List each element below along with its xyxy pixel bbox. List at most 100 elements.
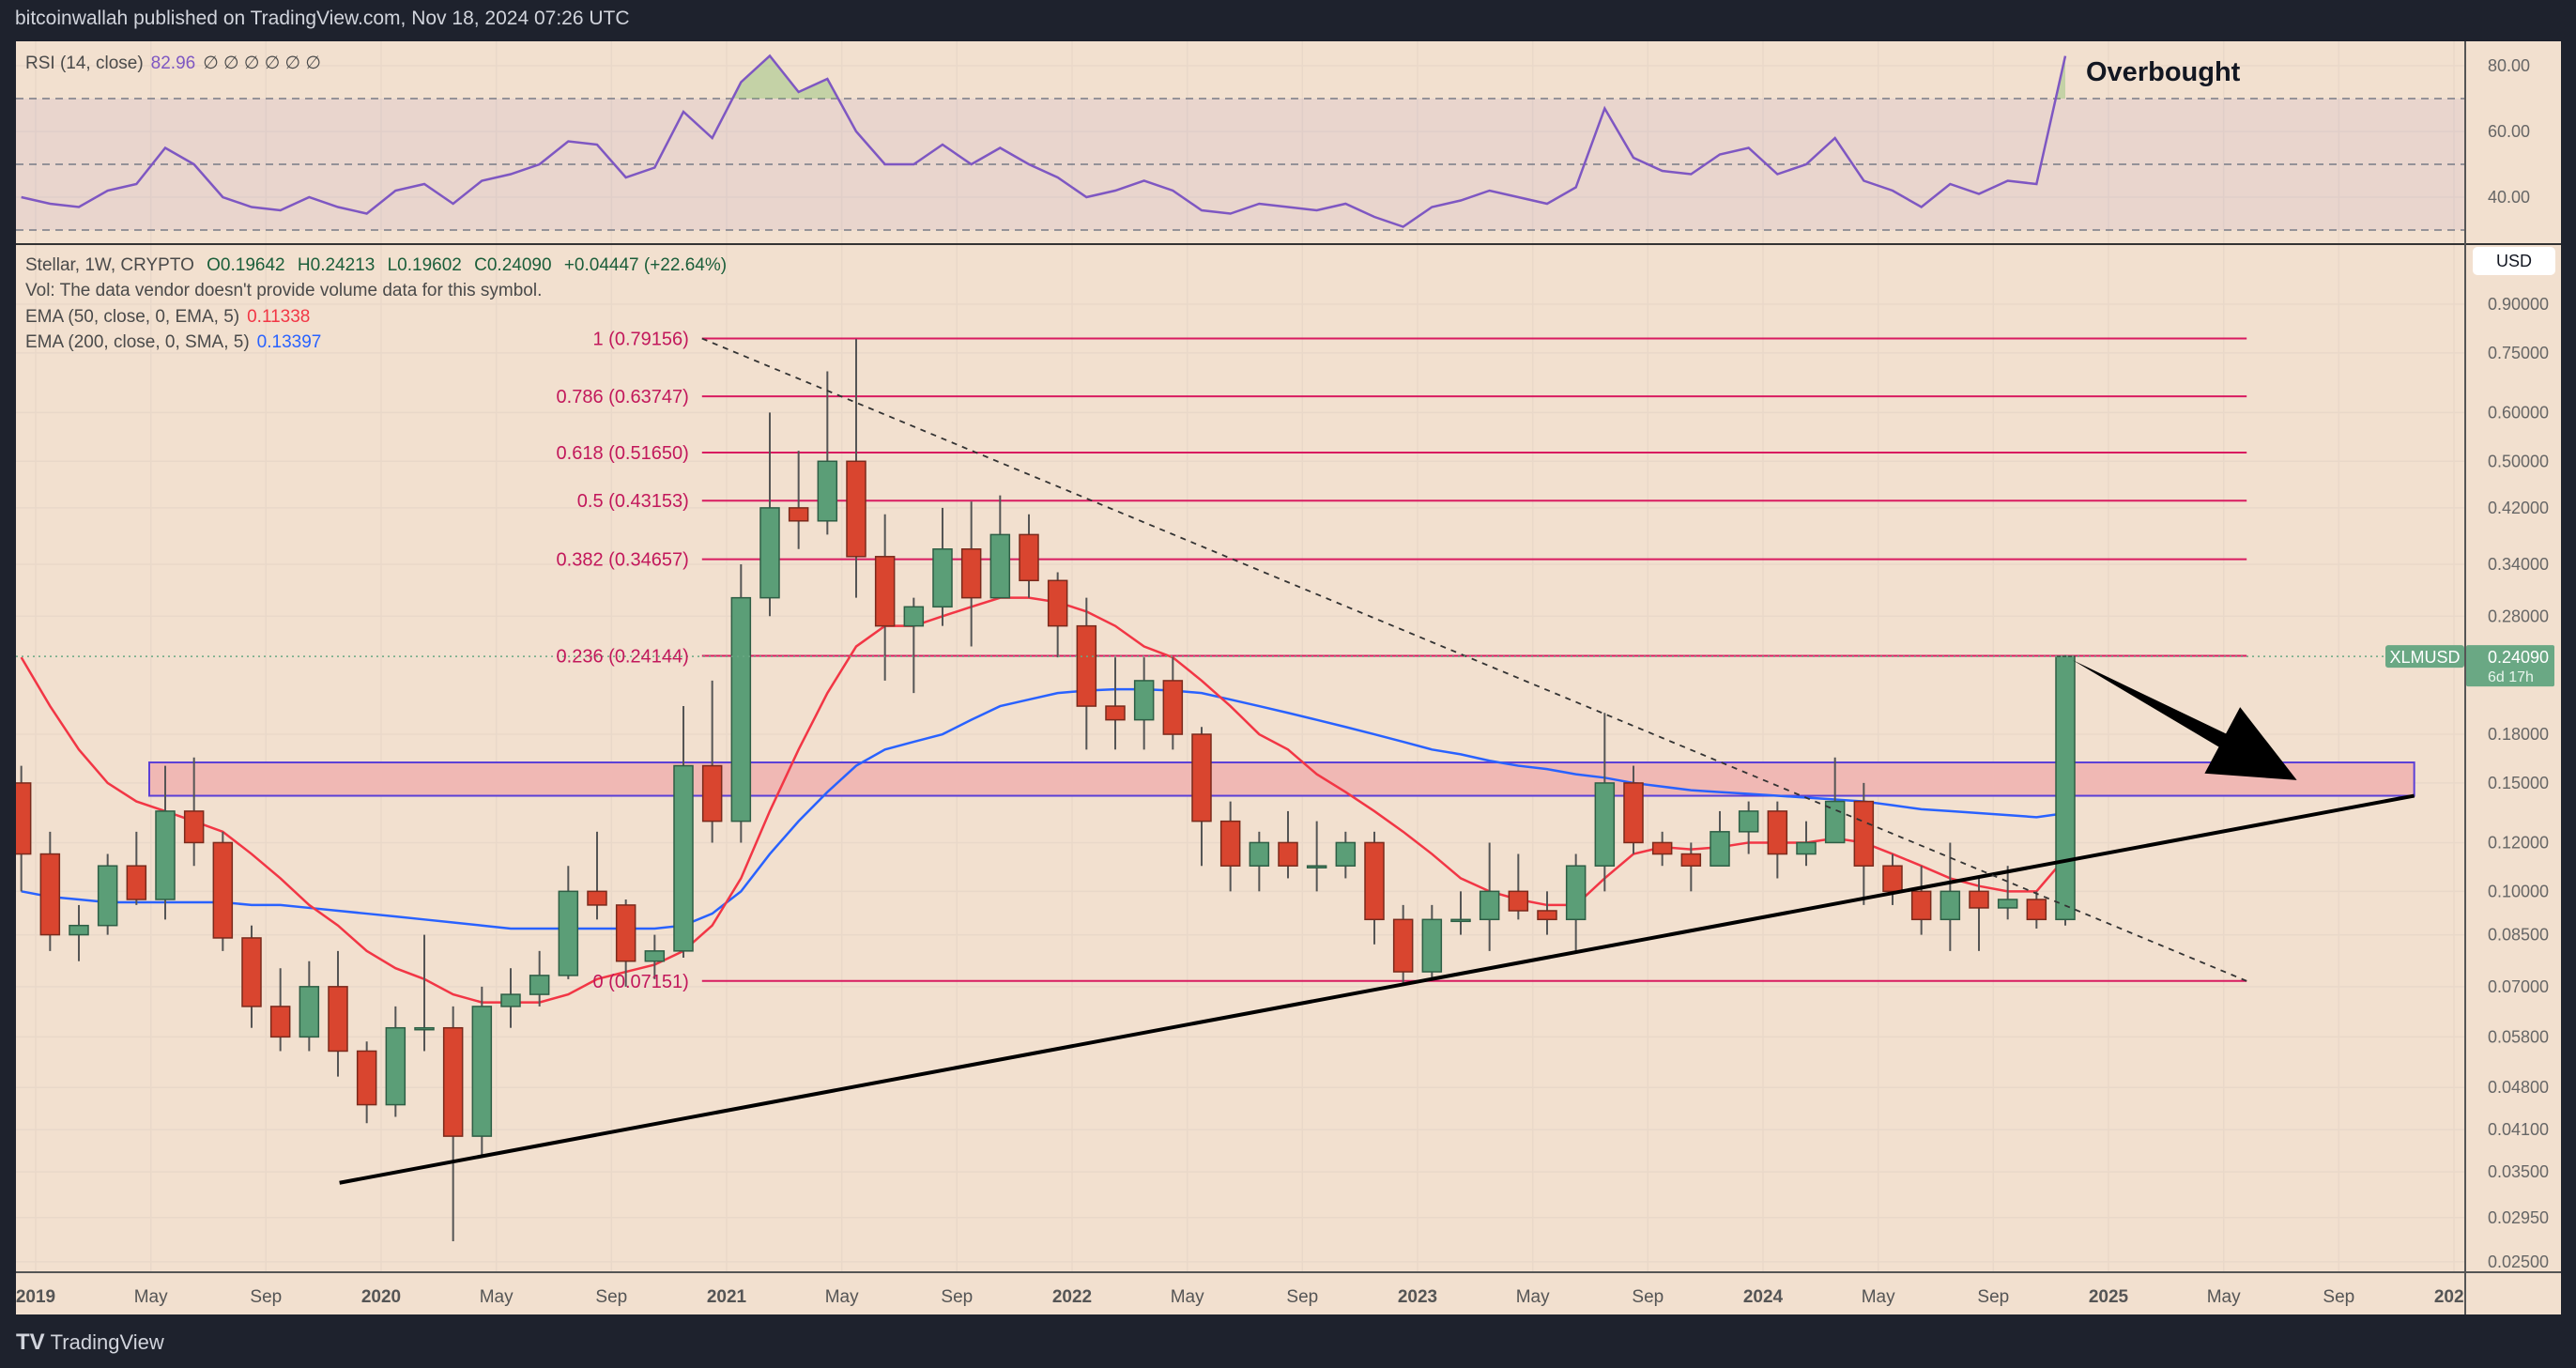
rsi-tick-label: 60.00 xyxy=(2488,122,2530,141)
candle-body xyxy=(903,606,925,627)
candle-body xyxy=(701,764,723,822)
candle-body xyxy=(1537,910,1557,921)
time-tick-label: 2024 xyxy=(1743,1287,1784,1307)
candle-body xyxy=(788,507,809,522)
candle-body xyxy=(1421,918,1443,973)
candle-body xyxy=(1278,841,1298,867)
candle-body xyxy=(644,950,666,962)
publish-info: bitcoinwallah published on TradingView.c… xyxy=(15,8,630,29)
price-tick-label: 0.18000 xyxy=(2488,725,2549,744)
candle-body xyxy=(587,890,607,906)
price-tick-label: 0.75000 xyxy=(2488,344,2549,362)
candle-body xyxy=(1710,831,1730,867)
candle-body xyxy=(874,556,896,627)
candle-body xyxy=(356,1050,377,1106)
descending-trendline xyxy=(701,337,2247,982)
candle-body xyxy=(212,841,234,939)
candle-body xyxy=(1162,680,1184,735)
time-tick-label: Sep xyxy=(250,1287,282,1307)
time-tick-label: 2025 xyxy=(2089,1287,2129,1307)
time-tick-label: 2020 xyxy=(361,1287,401,1307)
axes: 2019 May Sep 2020 May Sep 2021 May Sep 2022 May Sep… xyxy=(16,41,2561,1314)
candle-body xyxy=(1594,782,1616,867)
symbol-legend[interactable]: Stellar, 1W, CRYPTO O0.19642 H0.24213 L0… xyxy=(25,255,734,276)
rsi-line xyxy=(21,54,2067,228)
candle-body xyxy=(1364,841,1385,921)
rsi-extra: ∅ ∅ ∅ ∅ ∅ ∅ xyxy=(203,54,321,73)
footer-logo: TV TradingView xyxy=(16,1330,164,1356)
candle-body xyxy=(558,890,579,976)
candle-body xyxy=(2055,655,2076,921)
candle-body xyxy=(1392,918,1414,973)
time-tick-label: Sep xyxy=(941,1287,973,1307)
price-tick-label: 0.90000 xyxy=(2488,295,2549,314)
candle-body xyxy=(1450,918,1471,923)
candle-body xyxy=(1680,853,1702,867)
price-tick-label: 0.04800 xyxy=(2488,1078,2549,1097)
bar-countdown: 6d 17h xyxy=(2488,669,2534,685)
candle-body xyxy=(126,865,147,900)
time-tick-label: 2021 xyxy=(707,1287,747,1307)
candle-body xyxy=(1335,841,1357,867)
candle-body xyxy=(69,924,89,936)
time-tick-label: 2019 xyxy=(16,1287,55,1307)
fib-level-label: 0.382 (0.34657) xyxy=(557,550,689,571)
candle-body xyxy=(673,764,694,952)
price-tick-label: 0.08500 xyxy=(2488,926,2549,945)
candle-body xyxy=(97,865,118,927)
candle-body xyxy=(39,853,61,936)
rsi-pane xyxy=(16,54,2465,231)
time-tick-label: May xyxy=(825,1287,859,1307)
price-tick-label: 0.05800 xyxy=(2488,1027,2549,1046)
symbol-badge xyxy=(2385,645,2464,669)
price-tick-label: 0.15000 xyxy=(2488,774,2549,792)
ema50-legend[interactable]: EMA (50, close, 0, EMA, 5) 0.11338 xyxy=(25,307,317,328)
price-tick-label: 0.03500 xyxy=(2488,1162,2549,1181)
candle-body xyxy=(1133,680,1155,721)
candle-body xyxy=(2026,899,2047,921)
fib-level-label: 0.786 (0.63747) xyxy=(557,387,689,407)
rsi-legend[interactable]: RSI (14, close) 82.96 ∅ ∅ ∅ ∅ ∅ ∅ xyxy=(25,53,329,74)
candle-body xyxy=(1047,579,1068,627)
price-tick-label: 0.34000 xyxy=(2488,555,2549,574)
candle-body xyxy=(269,1006,291,1038)
candle-body xyxy=(1738,810,1759,833)
candle-body xyxy=(529,975,550,995)
ema50-label: EMA (50, close, 0, EMA, 5) xyxy=(25,307,240,327)
candle-body xyxy=(1508,890,1529,912)
ohlc-change: +0.04447 (+22.64%) xyxy=(563,255,728,275)
symbol-badge-label: XLMUSD xyxy=(2389,648,2460,667)
ema200-line xyxy=(21,687,2066,930)
candle-body xyxy=(500,993,521,1007)
candle-body xyxy=(1623,782,1644,844)
last-price-badge xyxy=(2466,645,2554,687)
candle-body xyxy=(16,782,32,855)
candle-body xyxy=(414,1026,435,1031)
ema200-label: EMA (200, close, 0, SMA, 5) xyxy=(25,332,250,352)
rsi-value: 82.96 xyxy=(150,54,196,73)
candle-body xyxy=(1105,705,1126,721)
candle-body xyxy=(759,507,780,599)
time-tick-label: May xyxy=(480,1287,514,1307)
candle-body xyxy=(989,533,1011,599)
currency-button[interactable]: USD xyxy=(2473,247,2555,275)
ema200-legend[interactable]: EMA (200, close, 0, SMA, 5) 0.13397 xyxy=(25,332,329,353)
time-tick-label: May xyxy=(1862,1287,1895,1307)
tradingview-logo-icon: TV xyxy=(16,1330,45,1355)
price-tick-label: 0.10000 xyxy=(2488,882,2549,900)
ema200-value: 0.13397 xyxy=(256,332,322,352)
rsi-tick-label: 40.00 xyxy=(2488,188,2530,207)
time-tick-label: May xyxy=(2207,1287,2241,1307)
time-tick-label: Sep xyxy=(595,1287,627,1307)
chart-frame xyxy=(16,41,2561,1314)
rsi-label: RSI (14, close) xyxy=(25,54,144,73)
price-pane xyxy=(16,337,2465,1241)
candle-body xyxy=(846,460,866,558)
price-tick-label: 0.12000 xyxy=(2488,833,2549,852)
candle-body xyxy=(1191,733,1212,822)
ohlc-high: H0.24213 xyxy=(297,255,376,275)
ohlc-close: C0.24090 xyxy=(474,255,552,275)
last-price-value: 0.24090 xyxy=(2488,648,2549,667)
price-tick-label: 0.02950 xyxy=(2488,1208,2549,1227)
